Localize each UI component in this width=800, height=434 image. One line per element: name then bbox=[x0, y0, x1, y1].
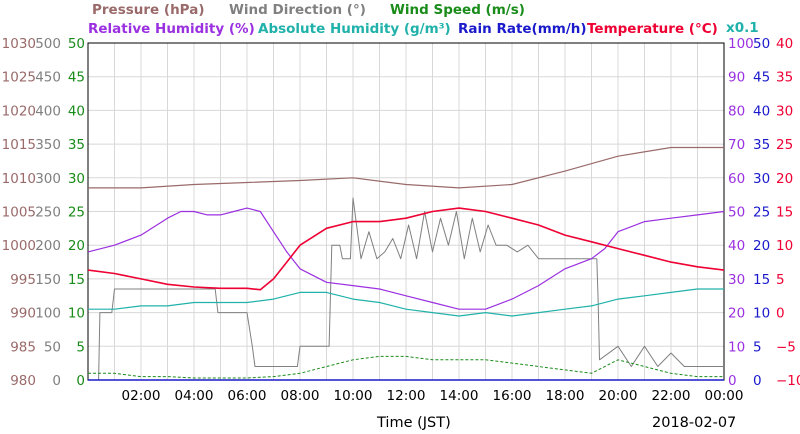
x-tick-label: 16:00 bbox=[493, 388, 532, 404]
humidity-axis-tick-label: 100 bbox=[728, 36, 754, 52]
wind-direction-axis-tick-label: 300 bbox=[35, 171, 61, 187]
x-tick-label: 18:00 bbox=[546, 388, 585, 404]
humidity-axis-tick-label: 80 bbox=[728, 103, 745, 119]
x-tick-label: 20:00 bbox=[599, 388, 638, 404]
wind-speed-axis-tick-label: 45 bbox=[68, 70, 85, 86]
wind-speed-line bbox=[88, 355, 724, 379]
legend-absolute-humidity: Absolute Humidity (g/m³) bbox=[258, 21, 451, 37]
pressure-axis-tick-label: 995 bbox=[10, 272, 36, 288]
temperature-line bbox=[87, 207, 725, 291]
x-tick-label: 14:00 bbox=[440, 388, 479, 404]
pressure-axis-tick-label: 990 bbox=[10, 306, 36, 322]
humidity-axis-tick-label: 30 bbox=[728, 272, 745, 288]
wind-speed-axis-tick-label: 5 bbox=[76, 339, 85, 355]
legend-temperature: Temperature (°C) bbox=[587, 21, 718, 37]
pressure-axis-tick-label: 1010 bbox=[2, 171, 36, 187]
wind-direction-axis-tick-label: 0 bbox=[52, 373, 61, 389]
chart-date: 2018-02-07 bbox=[652, 415, 736, 431]
wind-direction-axis-tick-label: 500 bbox=[35, 36, 61, 52]
rain-rate-axis-tick-label: 0 bbox=[753, 373, 762, 389]
wind-direction-axis-tick-label: 200 bbox=[35, 238, 61, 254]
temperature-axis-tick-label: 30 bbox=[776, 103, 793, 119]
temperature-axis-tick-label: −5 bbox=[776, 339, 796, 355]
rain-rate-axis-tick-label: 40 bbox=[753, 103, 770, 119]
wind-direction-axis-tick-label: 150 bbox=[35, 272, 61, 288]
series-layer bbox=[87, 146, 725, 381]
pressure-axis-tick-label: 1030 bbox=[2, 36, 36, 52]
wind-speed-axis-tick-label: 35 bbox=[68, 137, 85, 153]
x-tick-label: 12:00 bbox=[387, 388, 426, 404]
humidity-axis-tick-label: 40 bbox=[728, 238, 745, 254]
x-tick-label: 08:00 bbox=[281, 388, 320, 404]
x-axis: 02:00 04:00 06:00 08:00 10:00 12:00 14:00 16:00… bbox=[122, 388, 744, 404]
wind-speed-axis-tick-label: 40 bbox=[68, 103, 85, 119]
humidity-axis-tick-label: 90 bbox=[728, 70, 745, 86]
temperature-axis-tick-label: 15 bbox=[776, 205, 793, 221]
rain-rate-axis-tick-label: 10 bbox=[753, 306, 770, 322]
wind-speed-axis-tick-label: 15 bbox=[68, 272, 85, 288]
humidity-axis-tick-label: 70 bbox=[728, 137, 745, 153]
pressure-axis-tick-label: 1005 bbox=[2, 205, 36, 221]
rain-rate-axis-tick-label: 20 bbox=[753, 238, 770, 254]
x-axis-label: Time (JST) bbox=[376, 415, 451, 431]
temperature-axis-tick-label: 5 bbox=[776, 272, 785, 288]
rain-rate-axis-tick-label: 35 bbox=[753, 137, 770, 153]
abs-humidity-scale-note: x0.1 bbox=[726, 20, 759, 36]
legend-wind-direction: Wind Direction (°) bbox=[229, 2, 366, 18]
wind-direction-axis-tick-label: 250 bbox=[35, 205, 61, 221]
wind-direction-axis-tick-label: 400 bbox=[35, 103, 61, 119]
absolute-humidity-line bbox=[88, 288, 724, 317]
rain-rate-axis-tick-label: 50 bbox=[753, 36, 770, 52]
pressure-axis-tick-label: 1025 bbox=[2, 70, 36, 86]
humidity-axis-tick-label: 20 bbox=[728, 306, 745, 322]
temperature-axis-tick-label: 0 bbox=[776, 306, 785, 322]
pressure-axis-tick-label: 1020 bbox=[2, 103, 36, 119]
temperature-axis-tick-label: −10 bbox=[776, 373, 800, 389]
legend-pressure: Pressure (hPa) bbox=[92, 2, 205, 18]
wind-direction-axis-tick-label: 100 bbox=[35, 306, 61, 322]
humidity-axis-tick-label: 60 bbox=[728, 171, 745, 187]
pressure-axis-tick-label: 1015 bbox=[2, 137, 36, 153]
x-tick-label: 22:00 bbox=[652, 388, 691, 404]
wind-speed-axis-tick-label: 20 bbox=[68, 238, 85, 254]
wind-speed-axis-tick-label: 10 bbox=[68, 306, 85, 322]
wind-speed-axis-tick-label: 30 bbox=[68, 171, 85, 187]
legend-rain-rate: Rain Rate(mm/h) bbox=[458, 21, 587, 37]
pressure-axis-tick-label: 980 bbox=[10, 373, 36, 389]
left-axes: 1030102510201015101010051000995990985980… bbox=[2, 36, 85, 389]
wind-direction-axis-tick-label: 450 bbox=[35, 70, 61, 86]
humidity-axis-tick-label: 50 bbox=[728, 205, 745, 221]
x-tick-label: 06:00 bbox=[228, 388, 267, 404]
temperature-axis-tick-label: 10 bbox=[776, 238, 793, 254]
temperature-axis-tick-label: 20 bbox=[776, 171, 793, 187]
wind-speed-axis-tick-label: 50 bbox=[68, 36, 85, 52]
pressure-line bbox=[88, 146, 724, 189]
pressure-axis-tick-label: 985 bbox=[10, 339, 36, 355]
rain-rate-axis-tick-label: 30 bbox=[753, 171, 770, 187]
temperature-axis-tick-label: 40 bbox=[776, 36, 793, 52]
wind-direction-line bbox=[88, 197, 724, 381]
legend-relative-humidity: Relative Humidity (%) bbox=[88, 21, 255, 37]
rain-rate-axis-tick-label: 15 bbox=[753, 272, 770, 288]
right-axes: 1009080706050403020100504540353025201510… bbox=[728, 36, 800, 389]
x-tick-label: 02:00 bbox=[122, 388, 161, 404]
wind-speed-axis-tick-label: 0 bbox=[76, 373, 85, 389]
humidity-axis-tick-label: 10 bbox=[728, 339, 745, 355]
pressure-axis-tick-label: 1000 bbox=[2, 238, 36, 254]
wind-speed-axis-tick-label: 25 bbox=[68, 205, 85, 221]
temperature-axis-tick-label: 35 bbox=[776, 70, 793, 86]
wind-direction-axis-tick-label: 50 bbox=[44, 339, 61, 355]
wind-direction-axis-tick-label: 350 bbox=[35, 137, 61, 153]
rain-rate-axis-tick-label: 45 bbox=[753, 70, 770, 86]
humidity-axis-tick-label: 0 bbox=[728, 373, 737, 389]
rain-rate-axis-tick-label: 25 bbox=[753, 205, 770, 221]
relative-humidity-line bbox=[87, 207, 725, 310]
x-tick-label: 00:00 bbox=[705, 388, 744, 404]
temperature-axis-tick-label: 25 bbox=[776, 137, 793, 153]
x-tick-label: 10:00 bbox=[334, 388, 373, 404]
legend-wind-speed: Wind Speed (m/s) bbox=[390, 2, 525, 18]
rain-rate-axis-tick-label: 5 bbox=[753, 339, 762, 355]
x-tick-label: 04:00 bbox=[175, 388, 214, 404]
